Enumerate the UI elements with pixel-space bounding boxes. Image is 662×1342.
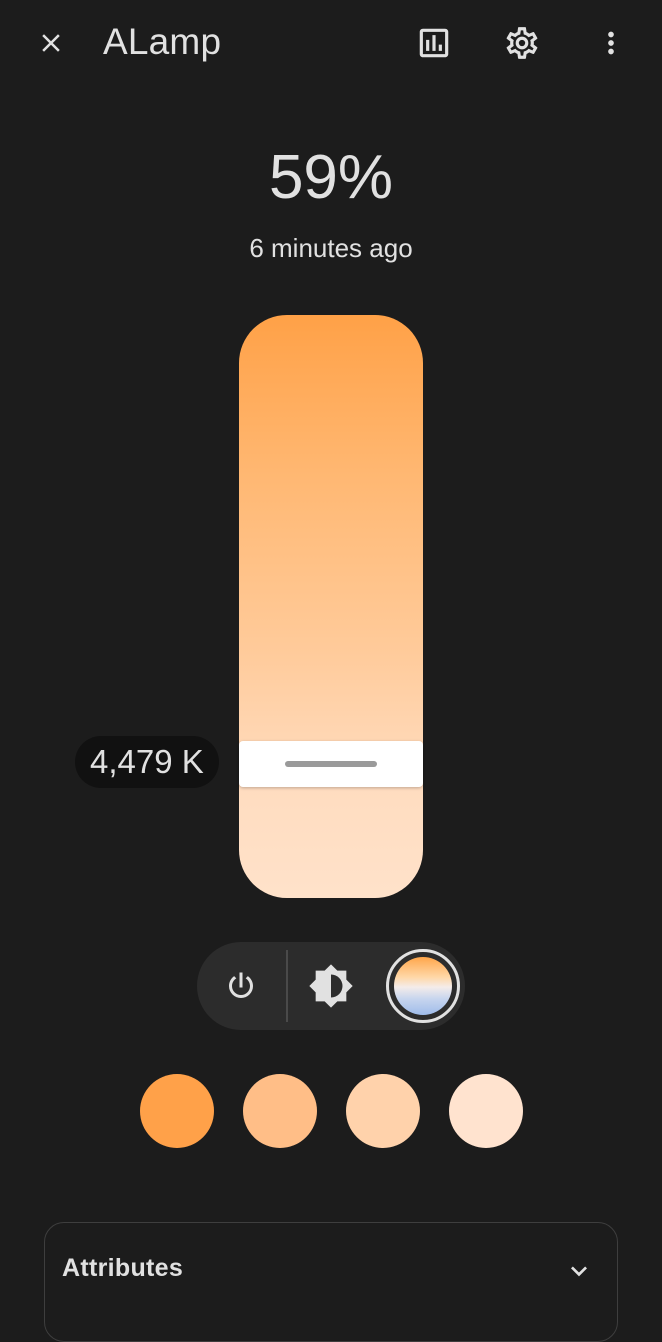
slider-handle[interactable] <box>239 741 423 787</box>
brightness-mode-button[interactable] <box>295 950 367 1022</box>
mode-divider <box>286 950 288 1022</box>
favorite-color-1[interactable] <box>140 1074 214 1148</box>
attributes-expander[interactable]: Attributes <box>44 1222 618 1342</box>
dots-vertical-icon <box>608 31 614 55</box>
color-temp-slider[interactable] <box>239 315 423 898</box>
entity-title: ALamp <box>103 21 222 62</box>
last-changed: 6 minutes ago <box>249 233 413 263</box>
close-button[interactable] <box>23 15 79 71</box>
attributes-label: Attributes <box>62 1254 184 1282</box>
close-icon <box>42 34 60 52</box>
chevron-down-icon <box>571 1266 587 1277</box>
gear-icon <box>506 27 538 59</box>
color-temp-mode-button[interactable] <box>386 949 460 1023</box>
dialog-header: ALamp <box>0 0 662 86</box>
color-temp-tooltip: 4,479 K <box>75 736 219 788</box>
favorite-color-4[interactable] <box>449 1074 523 1148</box>
slider-grip <box>285 761 377 767</box>
power-toggle-button[interactable] <box>205 950 277 1022</box>
brightness-icon <box>309 964 353 1008</box>
chart-box-icon <box>419 28 449 58</box>
color-temperature-icon <box>394 957 452 1015</box>
more-options-button[interactable] <box>583 15 639 71</box>
favorite-color-2[interactable] <box>243 1074 317 1148</box>
power-icon <box>229 972 253 998</box>
settings-button[interactable] <box>494 15 550 71</box>
history-button[interactable] <box>406 15 462 71</box>
brightness-state: 59% <box>268 143 394 212</box>
favorite-color-3[interactable] <box>346 1074 420 1148</box>
